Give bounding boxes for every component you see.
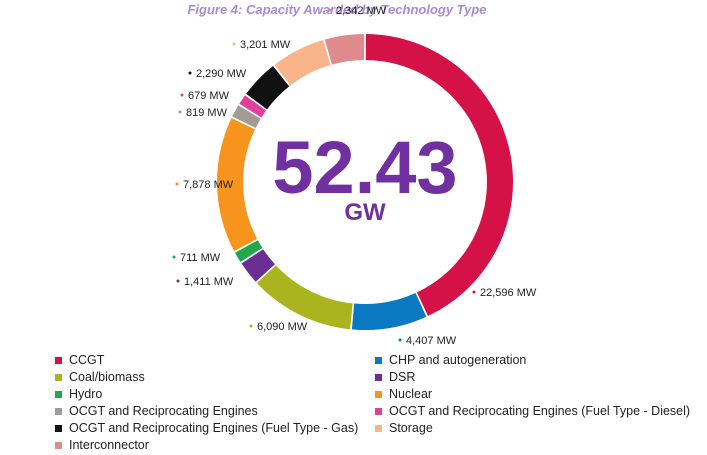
data-label-marker-ccgt bbox=[472, 290, 476, 294]
slice-nuclear bbox=[217, 118, 258, 252]
legend-item-ocgt-and-reciprocating-engines-fuel-type-gas: OCGT and Reciprocating Engines (Fuel Typ… bbox=[55, 420, 358, 436]
legend-label: DSR bbox=[389, 370, 416, 384]
legend-label: Coal/biomass bbox=[69, 370, 145, 384]
legend-swatch bbox=[55, 390, 62, 398]
legend-label: CCGT bbox=[69, 353, 105, 367]
slice-ccgt bbox=[365, 34, 513, 316]
data-label-ocgt-and-reciprocating-engines-fuel-type-diesel: 679 MW bbox=[188, 90, 230, 102]
legend-swatch bbox=[55, 424, 62, 432]
slice-hydro bbox=[234, 240, 263, 262]
data-label-marker-chp-and-autogeneration bbox=[398, 338, 402, 342]
data-label-hydro: 711 MW bbox=[180, 252, 221, 264]
data-label-marker-hydro bbox=[172, 255, 176, 259]
legend-swatch bbox=[375, 407, 382, 415]
data-label-chp-and-autogeneration: 4,407 MW bbox=[406, 335, 457, 347]
data-labels-group: 22,596 MW 4,407 MW 6,090 MW 1,411 MW 711 MW 7… bbox=[172, 5, 537, 347]
legend-label: Nuclear bbox=[389, 387, 433, 401]
data-label-marker-ocgt-and-reciprocating-engines bbox=[178, 110, 182, 114]
legend-swatch bbox=[55, 441, 62, 449]
legend-item-nuclear: Nuclear bbox=[375, 386, 432, 402]
legend-item-interconnector: Interconnector bbox=[55, 437, 149, 453]
center-total-value: 52.43 bbox=[272, 126, 457, 209]
data-label-marker-storage bbox=[232, 42, 236, 46]
slice-ocgt-and-reciprocating-engines-fuel-type-gas bbox=[246, 66, 290, 110]
legend-swatch bbox=[375, 373, 382, 381]
data-label-dsr: 1,411 MW bbox=[184, 276, 234, 288]
legend-item-hydro: Hydro bbox=[55, 386, 102, 402]
data-label-marker-nuclear bbox=[175, 182, 179, 186]
data-label-ccgt: 22,596 MW bbox=[480, 287, 537, 299]
slices-group bbox=[217, 34, 513, 330]
data-label-marker-ocgt-and-reciprocating-engines-fuel-type-diesel bbox=[180, 93, 184, 97]
slice-coal-biomass bbox=[256, 265, 353, 330]
slice-storage bbox=[274, 40, 331, 86]
data-label-ocgt-and-reciprocating-engines-fuel-type-gas: 2,290 MW bbox=[196, 68, 247, 80]
legend-label: CHP and autogeneration bbox=[389, 353, 527, 367]
legend-swatch bbox=[55, 356, 62, 364]
chart-title: Figure 4: Capacity Awarded by Technology… bbox=[187, 2, 486, 17]
legend-label: OCGT and Reciprocating Engines (Fuel Typ… bbox=[389, 404, 691, 418]
legend-label: Interconnector bbox=[69, 438, 149, 452]
data-label-marker-coal-biomass bbox=[249, 324, 253, 328]
data-label-interconnector: 2,342 MW bbox=[336, 5, 387, 17]
legend-swatch bbox=[55, 373, 62, 381]
data-label-nuclear: 7,878 MW bbox=[183, 179, 234, 191]
slice-ocgt-and-reciprocating-engines-fuel-type-diesel bbox=[239, 95, 267, 118]
legend-item-ccgt: CCGT bbox=[55, 352, 104, 368]
legend-label: OCGT and Reciprocating Engines (Fuel Typ… bbox=[69, 421, 359, 435]
slice-chp-and-autogeneration bbox=[351, 293, 427, 330]
data-label-marker-dsr bbox=[176, 279, 180, 283]
data-label-storage: 3,201 MW bbox=[240, 39, 291, 51]
data-label-marker-interconnector bbox=[328, 8, 332, 12]
legend-item-chp-and-autogeneration: CHP and autogeneration bbox=[375, 352, 526, 368]
legend-item-dsr: DSR bbox=[375, 369, 415, 385]
slice-ocgt-and-reciprocating-engines bbox=[232, 105, 261, 128]
data-label-coal-biomass: 6,090 MW bbox=[257, 321, 308, 333]
legend-item-coal-biomass: Coal/biomass bbox=[55, 369, 145, 385]
slice-dsr bbox=[241, 249, 275, 282]
legend-item-ocgt-and-reciprocating-engines-fuel-type-diesel: OCGT and Reciprocating Engines (Fuel Typ… bbox=[375, 403, 690, 419]
legend-swatch bbox=[55, 407, 62, 415]
legend-label: OCGT and Reciprocating Engines bbox=[69, 404, 258, 418]
legend-item-ocgt-and-reciprocating-engines: OCGT and Reciprocating Engines bbox=[55, 403, 258, 419]
slice-interconnector bbox=[324, 34, 365, 65]
legend-swatch bbox=[375, 424, 382, 432]
legend-swatch bbox=[375, 390, 382, 398]
data-label-ocgt-and-reciprocating-engines: 819 MW bbox=[186, 107, 228, 119]
legend-label: Hydro bbox=[69, 387, 103, 401]
legend-swatch bbox=[375, 356, 382, 364]
legend-item-storage: Storage bbox=[375, 420, 433, 436]
legend-label: Storage bbox=[389, 421, 433, 435]
data-label-marker-ocgt-and-reciprocating-engines-fuel-type-gas bbox=[188, 71, 192, 75]
center-total-unit: GW bbox=[344, 199, 386, 226]
